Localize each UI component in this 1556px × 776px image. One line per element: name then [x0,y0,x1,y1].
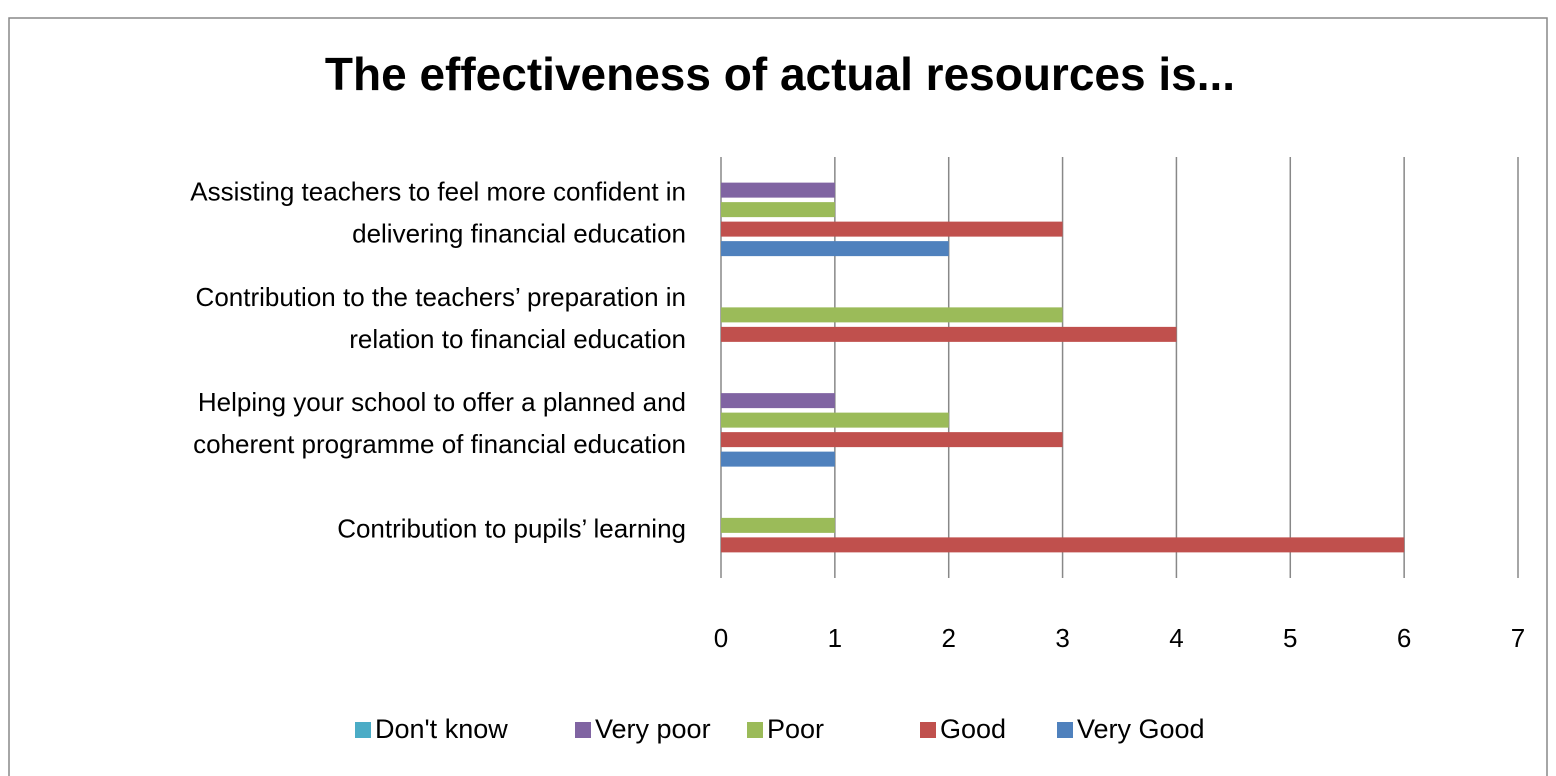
x-tick-label: 3 [1055,623,1069,653]
chart-title: The effectiveness of actual resources is… [325,48,1235,100]
x-tick-label: 7 [1511,623,1525,653]
bar [721,326,1177,342]
x-tick-label: 5 [1283,623,1297,653]
bar [721,241,949,257]
legend-label: Don't know [375,714,508,744]
chart-border [8,17,1548,776]
bar [721,517,835,533]
x-tick-label: 2 [941,623,955,653]
category-label: delivering financial education [352,219,686,249]
x-tick-label: 4 [1169,623,1183,653]
bar [721,182,835,198]
category-label: Assisting teachers to feel more confiden… [190,177,686,207]
legend-label: Very poor [595,714,711,744]
bar [721,537,1405,553]
bar [721,451,835,467]
legend-label: Good [940,714,1006,744]
x-tick-label: 0 [714,623,728,653]
x-tick-label: 6 [1397,623,1411,653]
bar [721,412,949,428]
bar [721,393,835,409]
category-label: Helping your school to offer a planned a… [198,387,686,417]
category-label: coherent programme of financial educatio… [193,429,686,459]
category-label: relation to financial education [349,324,686,354]
bar [721,202,835,218]
legend-swatch [575,722,591,738]
bar [721,307,1063,323]
legend-swatch [1057,722,1073,738]
category-label: Contribution to the teachers’ preparatio… [196,282,686,312]
legend-swatch [355,722,371,738]
legend-label: Poor [767,714,824,744]
legend-swatch [747,722,763,738]
x-tick-label: 1 [828,623,842,653]
legend-label: Very Good [1077,714,1205,744]
category-label: Contribution to pupils’ learning [337,513,686,543]
bar [721,221,1063,237]
legend-swatch [920,722,936,738]
bar [721,432,1063,448]
